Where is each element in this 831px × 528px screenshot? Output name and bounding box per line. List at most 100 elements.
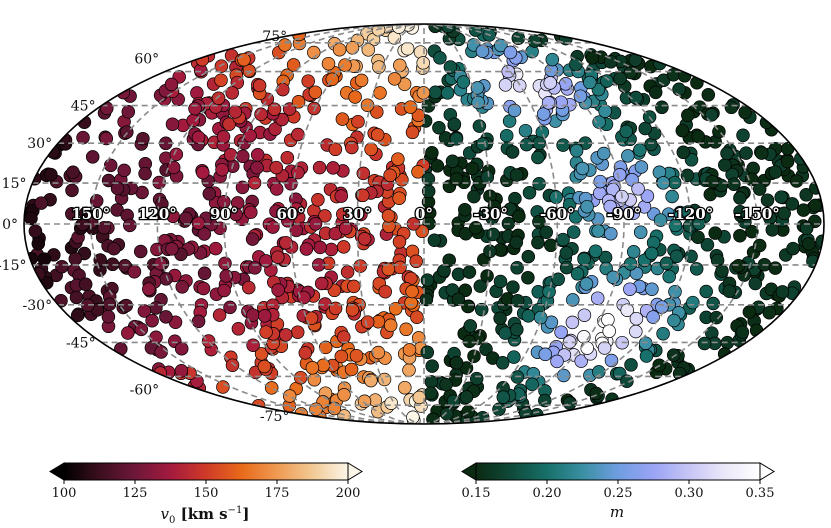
data-point xyxy=(336,240,351,254)
data-point xyxy=(356,166,371,181)
data-point xyxy=(100,101,114,116)
data-point xyxy=(318,209,332,223)
data-point xyxy=(257,359,272,374)
data-point xyxy=(735,325,750,339)
data-point xyxy=(577,252,591,266)
latitude-label: 45° xyxy=(71,99,96,115)
data-point xyxy=(121,105,136,119)
data-point xyxy=(392,235,407,249)
data-point xyxy=(684,249,698,264)
data-point xyxy=(166,160,181,175)
data-point xyxy=(459,390,474,404)
data-point xyxy=(191,314,206,329)
data-point xyxy=(179,211,193,226)
data-point xyxy=(676,145,691,160)
data-point xyxy=(538,393,552,408)
data-point xyxy=(662,269,676,284)
data-point xyxy=(387,72,402,86)
data-point xyxy=(393,260,407,275)
data-point xyxy=(357,232,372,246)
colorbar-tick-label: 150 xyxy=(194,486,219,501)
data-point xyxy=(668,218,683,233)
data-point xyxy=(442,253,456,267)
data-point xyxy=(400,41,415,56)
data-point xyxy=(697,336,712,351)
data-point xyxy=(31,236,46,251)
data-point xyxy=(543,76,557,90)
data-point xyxy=(289,202,303,216)
data-point xyxy=(720,146,734,161)
data-point xyxy=(312,160,327,175)
colorbar-tick-label: 200 xyxy=(336,486,361,501)
data-point xyxy=(214,59,229,73)
data-point xyxy=(601,313,615,327)
data-point xyxy=(512,209,526,224)
data-point xyxy=(469,371,484,386)
data-point xyxy=(556,368,571,383)
data-point xyxy=(335,112,350,126)
data-point xyxy=(153,256,168,271)
data-point xyxy=(509,168,524,182)
data-point xyxy=(237,52,251,67)
data-point xyxy=(522,185,537,200)
latitude-label: 0° xyxy=(2,217,18,233)
data-point xyxy=(392,191,406,205)
data-point xyxy=(378,284,392,299)
data-point xyxy=(432,120,446,135)
data-point xyxy=(640,189,655,203)
data-point xyxy=(340,265,355,279)
data-point xyxy=(672,82,686,97)
data-point xyxy=(569,57,583,72)
data-point xyxy=(325,72,340,87)
data-point xyxy=(326,161,340,175)
data-point xyxy=(768,261,783,275)
data-point xyxy=(250,160,264,175)
data-point xyxy=(709,310,724,325)
colorbar-gradient xyxy=(63,462,349,481)
data-point xyxy=(656,326,670,341)
data-point xyxy=(415,224,429,239)
data-point xyxy=(222,117,236,131)
data-point xyxy=(465,161,479,176)
data-point xyxy=(269,182,284,196)
data-point xyxy=(268,122,282,136)
data-point xyxy=(493,274,508,289)
data-point xyxy=(403,100,418,114)
data-point xyxy=(633,225,648,239)
data-point xyxy=(107,241,121,256)
data-point xyxy=(338,58,352,72)
data-point xyxy=(440,407,454,421)
data-point xyxy=(493,311,507,326)
data-point xyxy=(569,143,584,158)
data-point xyxy=(136,131,150,146)
data-point xyxy=(398,380,412,395)
data-point xyxy=(463,319,478,333)
data-point xyxy=(279,328,293,342)
data-point xyxy=(638,121,652,136)
data-point xyxy=(412,390,427,405)
data-point xyxy=(449,132,464,146)
data-point xyxy=(133,244,148,259)
data-point xyxy=(715,264,729,278)
data-point xyxy=(307,101,321,116)
data-point xyxy=(420,345,435,360)
data-point xyxy=(225,86,239,100)
longitude-label: -30° xyxy=(473,205,508,223)
data-point xyxy=(786,241,800,256)
data-point xyxy=(280,150,295,165)
data-point xyxy=(223,300,237,315)
data-point xyxy=(264,381,279,395)
data-point xyxy=(639,349,654,363)
data-point xyxy=(456,75,471,89)
data-point xyxy=(527,34,542,48)
colorbar-gradient xyxy=(475,462,761,481)
data-point xyxy=(624,358,638,372)
data-point xyxy=(451,267,466,282)
data-point xyxy=(556,232,570,247)
data-point xyxy=(603,199,617,214)
data-point xyxy=(68,252,83,266)
data-point xyxy=(425,359,439,373)
data-point xyxy=(629,324,643,339)
data-point xyxy=(430,159,445,173)
